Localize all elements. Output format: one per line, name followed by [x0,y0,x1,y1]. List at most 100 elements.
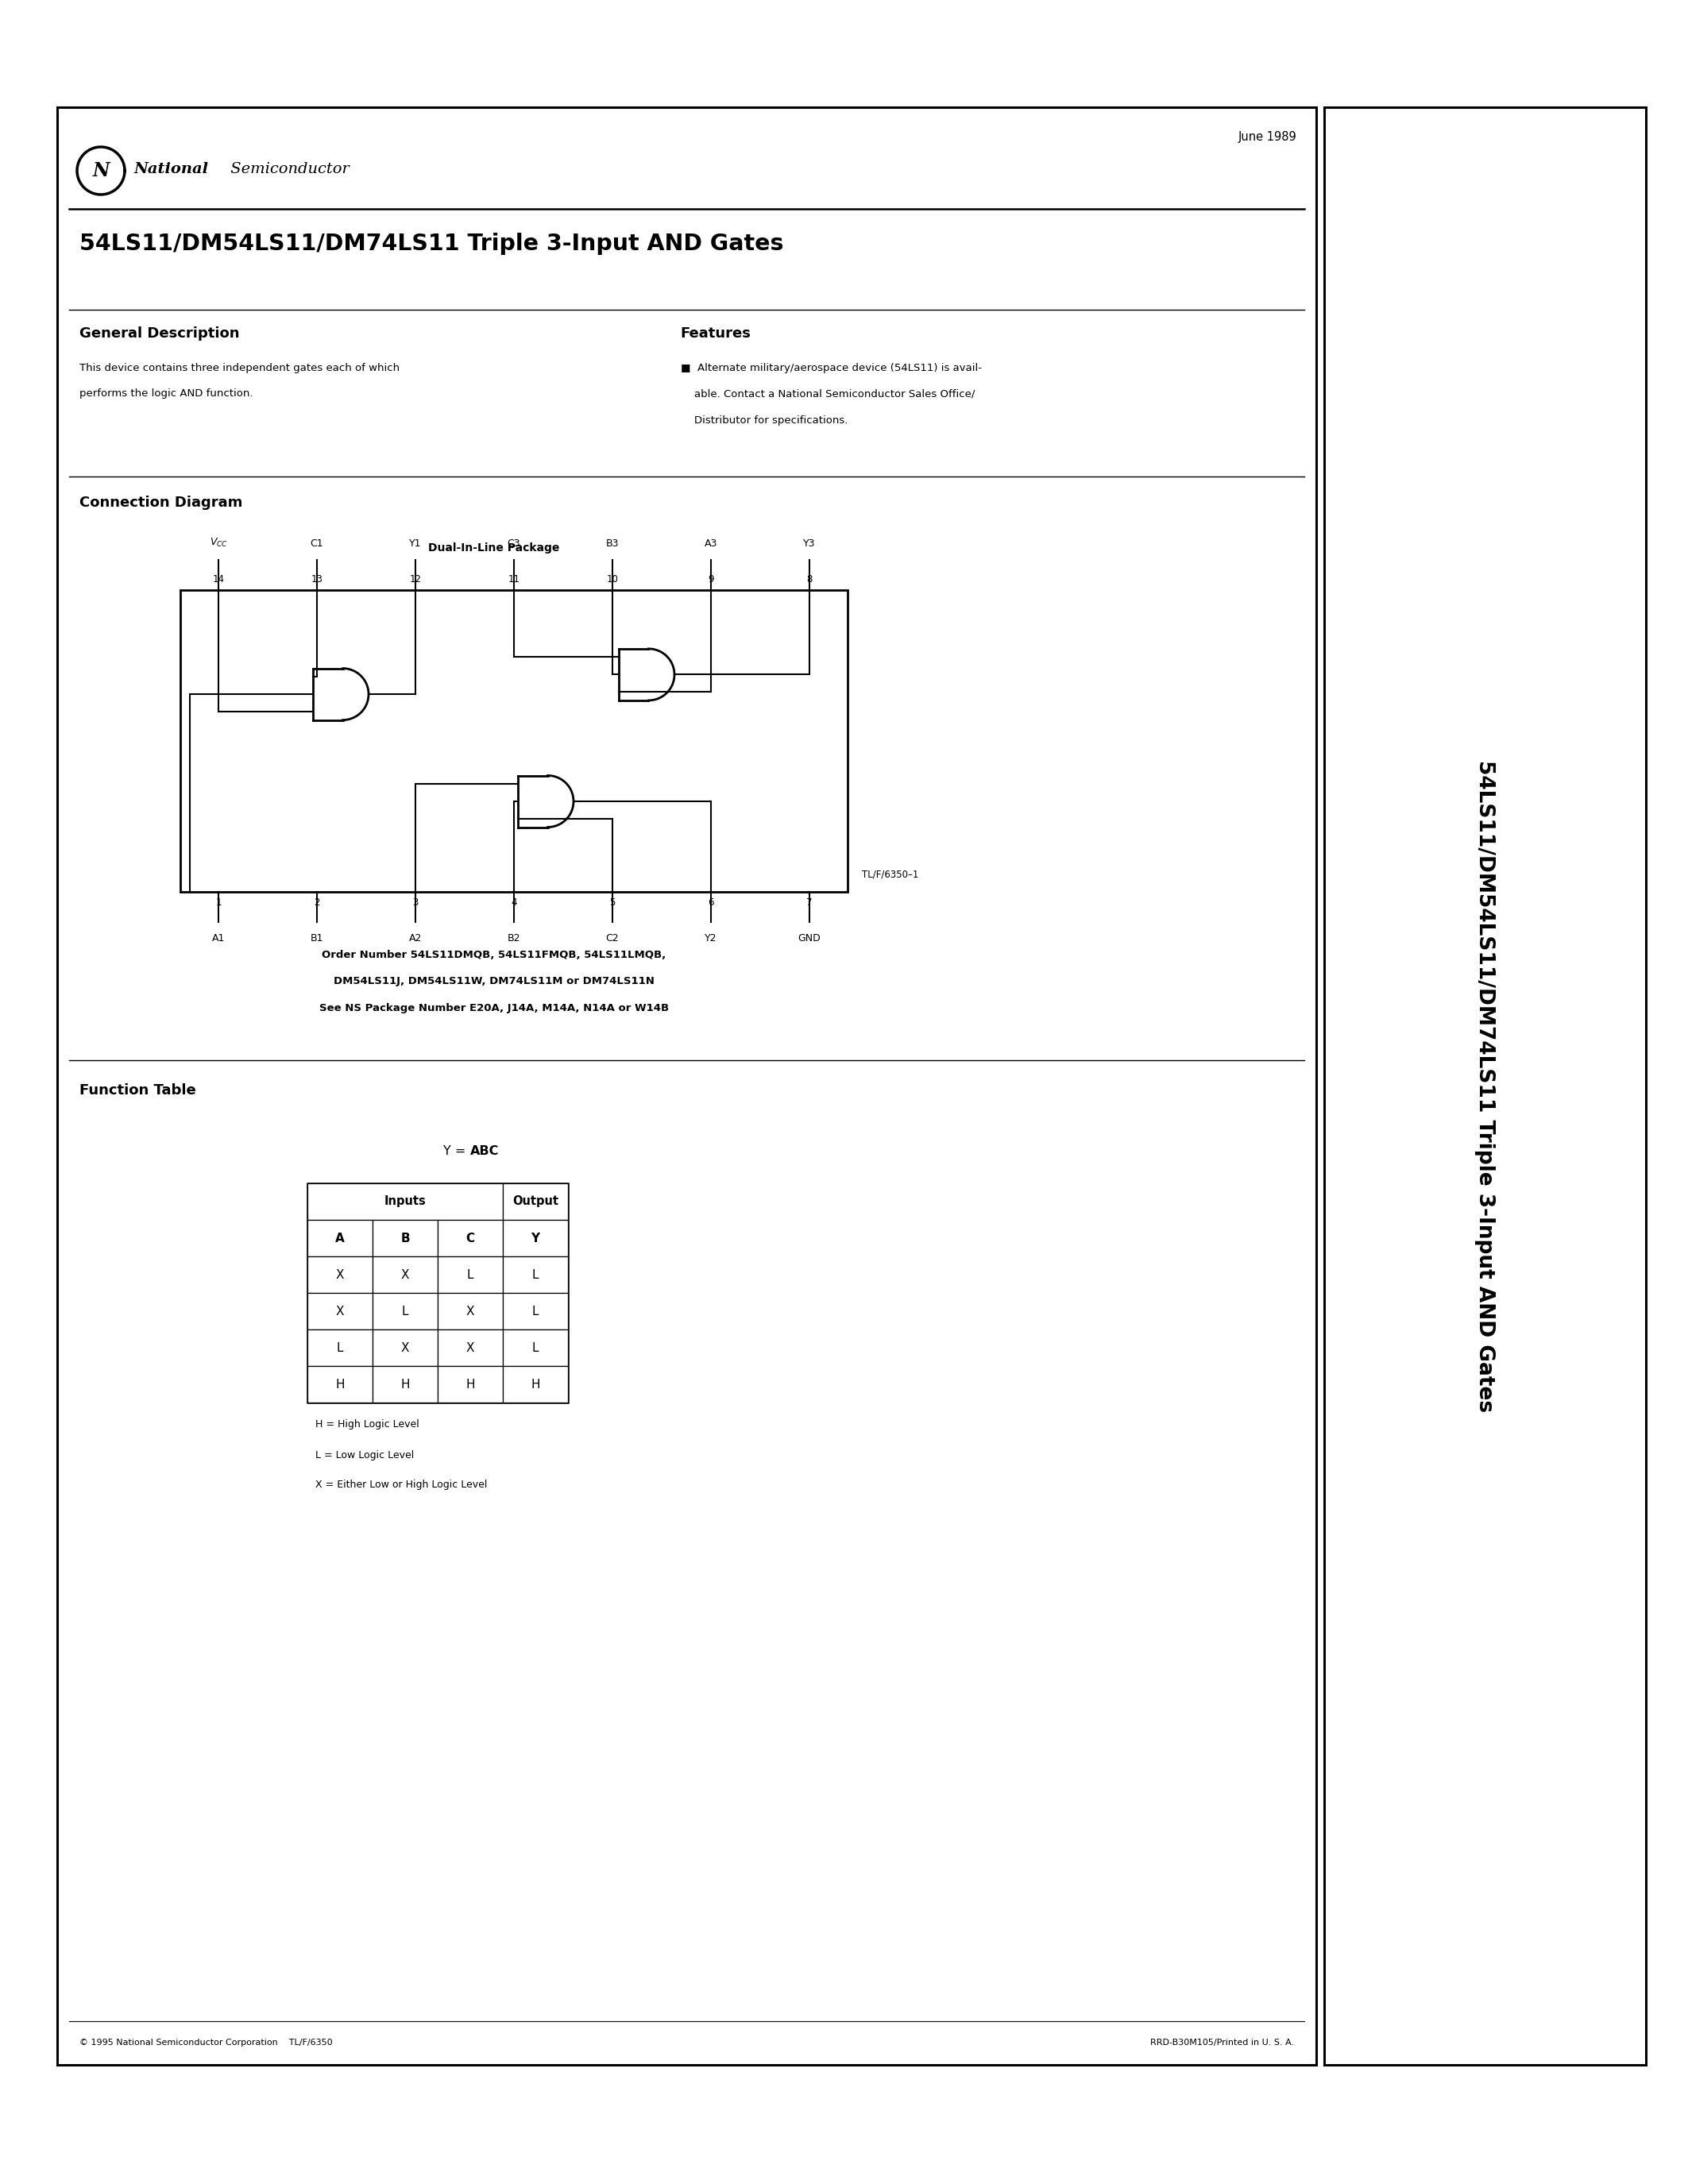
Text: 5: 5 [609,898,616,909]
Text: A: A [336,1232,344,1245]
Bar [503,1221,567,1256]
Text: Inputs: Inputs [385,1195,425,1208]
Text: performs the logic AND function.: performs the logic AND function. [79,389,253,400]
Bar [181,590,847,891]
Text: $V_{CC}$: $V_{CC}$ [209,537,228,548]
Text: Semiconductor: Semiconductor [226,162,349,177]
Text: C1: C1 [311,539,324,548]
Bar [1323,107,1646,2064]
Text: Dual-In-Line Package: Dual-In-Line Package [429,542,560,553]
Bar [437,1365,503,1402]
Text: B1: B1 [311,933,324,943]
Text: B: B [400,1232,410,1245]
Bar [437,1256,503,1293]
Text: H: H [530,1378,540,1391]
Text: L: L [402,1306,408,1317]
Bar [307,1293,373,1330]
Bar [373,1365,437,1402]
Text: 11: 11 [508,574,520,585]
Text: A3: A3 [704,539,717,548]
Text: H: H [466,1378,474,1391]
Text: Connection Diagram: Connection Diagram [79,496,243,509]
Text: C2: C2 [606,933,619,943]
Text: Y2: Y2 [706,933,717,943]
Text: 1: 1 [216,898,221,909]
Text: ■  Alternate military/aerospace device (54LS11) is avail-: ■ Alternate military/aerospace device (5… [680,363,981,373]
Text: 3: 3 [412,898,419,909]
Bar [373,1330,437,1365]
Bar [373,1293,437,1330]
Bar [57,107,1317,2064]
Text: L: L [468,1269,474,1280]
Text: C: C [466,1232,474,1245]
Text: H: H [400,1378,410,1391]
Text: 7: 7 [807,898,812,909]
Text: X: X [402,1341,408,1354]
Text: See NS Package Number E20A, J14A, M14A, N14A or W14B: See NS Package Number E20A, J14A, M14A, … [319,1002,668,1013]
Text: ABC: ABC [471,1147,500,1158]
Text: H: H [336,1378,344,1391]
Text: Y1: Y1 [408,539,422,548]
Text: © 1995 National Semiconductor Corporation    TL/F/6350: © 1995 National Semiconductor Corporatio… [79,2038,333,2046]
Bar [373,1221,437,1256]
Bar [307,1365,373,1402]
Text: X: X [336,1306,344,1317]
Text: DM54LS11J, DM54LS11W, DM74LS11M or DM74LS11N: DM54LS11J, DM54LS11W, DM74LS11M or DM74L… [334,976,655,987]
Text: C3: C3 [508,539,520,548]
Text: X = Either Low or High Logic Level: X = Either Low or High Logic Level [316,1481,488,1489]
Bar [437,1330,503,1365]
Bar [503,1293,567,1330]
Text: X: X [336,1269,344,1280]
Text: 8: 8 [807,574,812,585]
Bar [503,1365,567,1402]
Text: RRD-B30M105/Printed in U. S. A.: RRD-B30M105/Printed in U. S. A. [1150,2038,1295,2046]
Bar [307,1330,373,1365]
Text: 4: 4 [511,898,517,909]
Text: 6: 6 [707,898,714,909]
Text: Distributor for specifications.: Distributor for specifications. [680,415,847,426]
Text: L: L [532,1341,538,1354]
Text: Function Table: Function Table [79,1083,196,1099]
Bar [503,1330,567,1365]
Text: 54LS11/DM54LS11/DM74LS11 Triple 3-Input AND Gates: 54LS11/DM54LS11/DM74LS11 Triple 3-Input … [79,234,783,256]
Text: A2: A2 [408,933,422,943]
Text: 13: 13 [311,574,322,585]
Bar [307,1221,373,1256]
Text: GND: GND [798,933,820,943]
Text: 14: 14 [213,574,225,585]
Text: Y3: Y3 [803,539,815,548]
Text: L: L [336,1341,343,1354]
Text: 54LS11/DM54LS11/DM74LS11 Triple 3-Input AND Gates: 54LS11/DM54LS11/DM74LS11 Triple 3-Input … [1475,760,1496,1413]
Bar [307,1184,567,1402]
Text: B2: B2 [508,933,520,943]
Text: X: X [402,1269,408,1280]
Text: 10: 10 [606,574,618,585]
Bar [437,1293,503,1330]
Text: This device contains three independent gates each of which: This device contains three independent g… [79,363,400,373]
Text: Output: Output [513,1195,559,1208]
Bar [503,1256,567,1293]
Bar [307,1184,503,1221]
Bar [437,1221,503,1256]
Text: X: X [466,1306,474,1317]
Text: A1: A1 [213,933,225,943]
Text: N: N [93,162,110,181]
Text: L: L [532,1306,538,1317]
Text: Order Number 54LS11DMQB, 54LS11FMQB, 54LS11LMQB,: Order Number 54LS11DMQB, 54LS11FMQB, 54L… [322,950,667,961]
Text: L = Low Logic Level: L = Low Logic Level [316,1450,414,1461]
Text: TL/F/6350–1: TL/F/6350–1 [863,869,918,880]
Bar [373,1256,437,1293]
Text: June 1989: June 1989 [1237,131,1296,144]
Text: General Description: General Description [79,325,240,341]
Text: Y: Y [532,1232,540,1245]
Text: 12: 12 [410,574,422,585]
Text: X: X [466,1341,474,1354]
Text: L: L [532,1269,538,1280]
Text: 9: 9 [707,574,714,585]
Bar [503,1184,567,1221]
Bar [307,1256,373,1293]
Text: able. Contact a National Semiconductor Sales Office/: able. Contact a National Semiconductor S… [680,389,974,400]
Text: Features: Features [680,325,751,341]
Text: National: National [135,162,209,177]
Text: B3: B3 [606,539,619,548]
